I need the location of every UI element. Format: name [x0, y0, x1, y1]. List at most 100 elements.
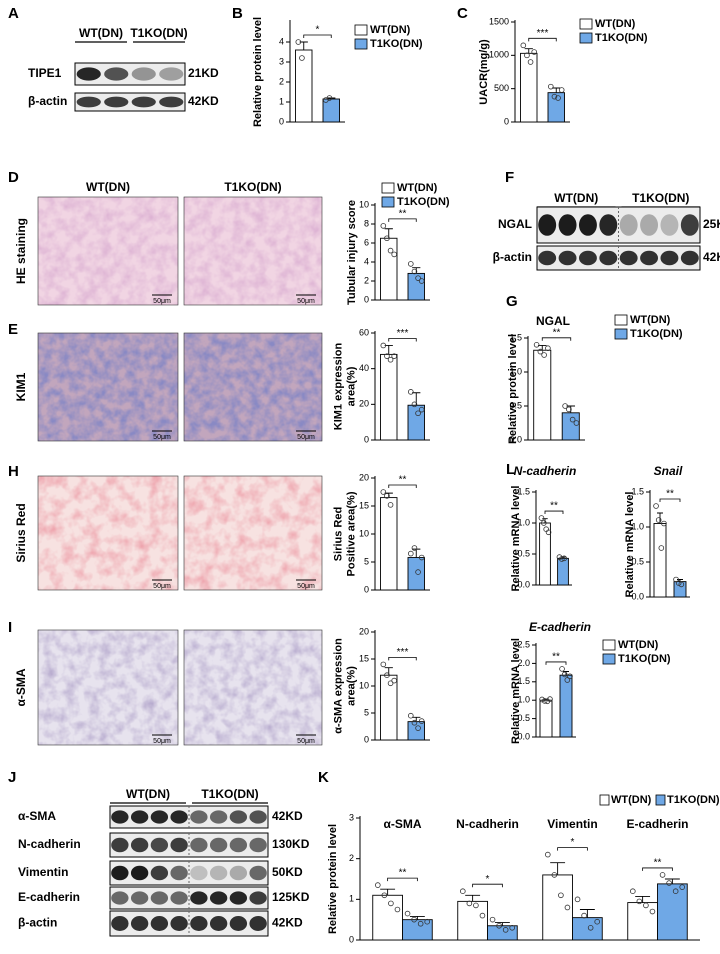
y-tick-label: 40 [359, 363, 369, 373]
y-tick-label: 0 [364, 294, 369, 304]
bar [657, 883, 688, 941]
data-point [545, 851, 551, 858]
data-point [630, 888, 636, 894]
legend-label: WT(DN) [595, 18, 636, 30]
chart-title: Snail [654, 464, 683, 478]
band-size: 42KD [272, 809, 303, 823]
legend-label: T1KO(DN) [667, 794, 720, 806]
data-point [541, 352, 547, 358]
bar [559, 674, 573, 738]
blot-band [578, 250, 597, 266]
blot-band [680, 250, 699, 266]
significance-label: * [486, 874, 490, 885]
row-label: N-cadherin [18, 837, 81, 851]
blot-band [131, 96, 156, 108]
y-axis-label: UACR(mg/g) [478, 39, 490, 105]
data-point [573, 420, 580, 426]
data-point [489, 916, 496, 923]
data-point [387, 680, 394, 687]
data-point [545, 345, 551, 352]
significance-bracket [545, 661, 567, 665]
data-point [548, 83, 554, 90]
data-point [473, 902, 479, 909]
data-point [391, 677, 397, 684]
bar [542, 874, 573, 941]
legend-swatch [655, 794, 666, 806]
blot-band [190, 865, 208, 881]
data-point [415, 410, 421, 417]
blot-band [130, 810, 149, 824]
y-tick-label: 0.5 [517, 548, 530, 558]
data-point [547, 696, 553, 702]
data-point [649, 908, 656, 915]
blot-band [619, 214, 638, 236]
data-point [678, 581, 685, 588]
data-point [527, 59, 534, 65]
significance-bracket [541, 337, 572, 341]
data-point [411, 719, 418, 726]
blot-band [190, 810, 208, 824]
blot-band [76, 67, 101, 81]
blot-band [558, 214, 577, 236]
data-point [555, 95, 561, 101]
y-axis-label: Positive area(%) [345, 491, 357, 576]
y-tick-label: 1.5 [517, 486, 530, 496]
y-axis-label: Tubular injury score [346, 200, 358, 305]
blot-band [170, 810, 188, 824]
y-tick-label: 10 [359, 199, 369, 209]
significance-label: ** [654, 858, 662, 869]
blot-band [170, 837, 188, 853]
data-point [408, 389, 414, 395]
data-point [404, 910, 411, 917]
data-point [567, 673, 573, 680]
legend-label: WT(DN) [370, 24, 411, 36]
error-bar [380, 888, 396, 896]
y-tick-label: 0 [364, 434, 369, 444]
y-axis-label: area(%) [345, 666, 357, 706]
row-label: β-actin [493, 250, 532, 264]
bar [402, 919, 433, 941]
data-point [559, 556, 565, 562]
data-point [658, 545, 665, 551]
significance-label: ** [399, 209, 407, 220]
bar [380, 497, 398, 591]
panel-letter: C [457, 5, 468, 22]
legend-swatch [614, 314, 628, 326]
data-point [411, 401, 418, 408]
data-point [381, 892, 388, 899]
scale-label: 50μm [153, 583, 171, 590]
significance-label: *** [537, 28, 549, 39]
group-label: WT(DN) [126, 787, 170, 801]
section-texture [184, 333, 322, 441]
y-tick-label: 0.0 [517, 579, 530, 589]
bar [487, 925, 518, 941]
data-point [541, 698, 548, 704]
data-point [533, 341, 540, 348]
blot-band [76, 96, 101, 108]
y-tick-label: 1500 [489, 16, 509, 26]
bar [557, 557, 569, 586]
y-tick-label: 500 [494, 83, 509, 93]
significance-bracket [303, 34, 332, 38]
data-point [460, 888, 466, 894]
blot-band [229, 865, 248, 881]
y-tick-label: 3 [349, 812, 354, 822]
data-point [564, 904, 571, 911]
y-tick-label: 20 [359, 626, 369, 636]
legend-swatch [614, 328, 628, 340]
row-label: NGAL [498, 217, 532, 231]
y-tick-label: 0 [504, 116, 509, 126]
significance-bracket [388, 338, 417, 342]
blot-band [209, 810, 228, 824]
error-bar [552, 87, 561, 93]
scale-label: 50μm [297, 434, 315, 441]
y-tick-label: 20 [359, 472, 369, 482]
significance-bracket [528, 37, 557, 42]
y-tick-label: 3 [279, 56, 284, 66]
legend-swatch [579, 32, 593, 44]
bar [572, 917, 603, 941]
y-axis-label: Relative mRNA level [510, 486, 522, 592]
significance-bracket [388, 484, 417, 488]
significance-label: * [571, 837, 575, 848]
